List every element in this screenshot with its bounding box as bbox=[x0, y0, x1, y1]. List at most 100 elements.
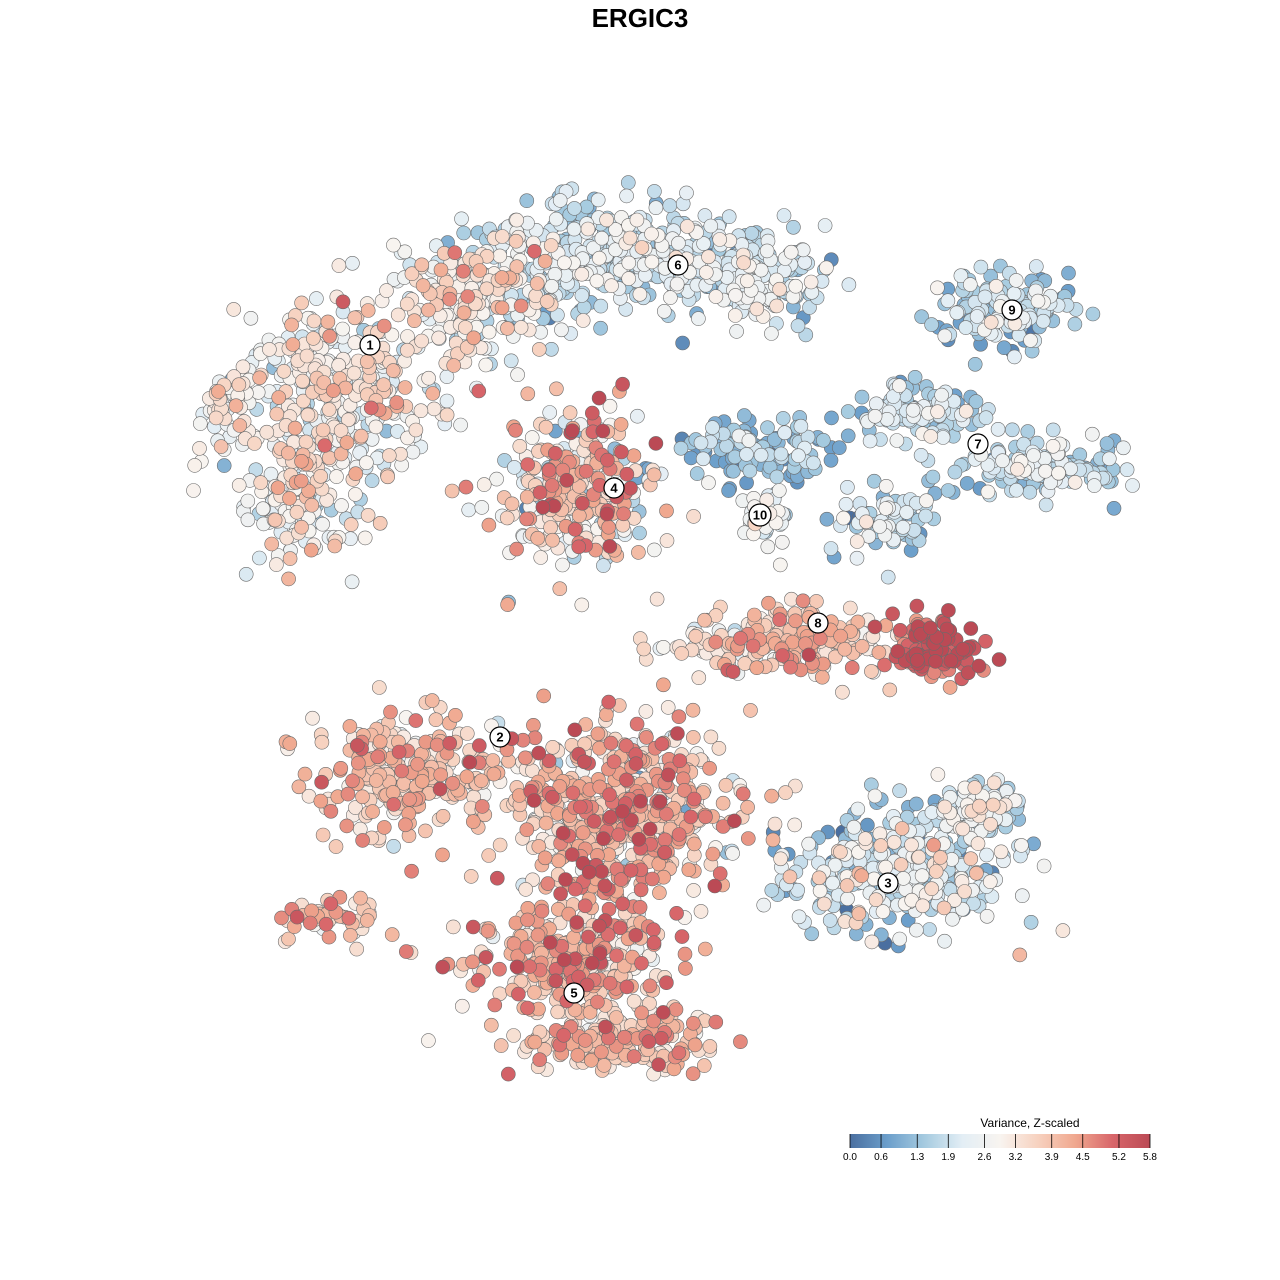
scatter-point bbox=[548, 973, 564, 989]
scatter-point bbox=[508, 233, 524, 249]
scatter-point bbox=[376, 318, 392, 334]
scatter-point bbox=[636, 641, 652, 657]
scatter-point bbox=[773, 851, 788, 867]
scatter-point bbox=[304, 903, 319, 919]
scatter-point bbox=[967, 356, 983, 372]
scatter-point bbox=[871, 645, 887, 660]
scatter-point bbox=[478, 357, 494, 373]
scatter-point bbox=[943, 653, 959, 669]
scatter-point bbox=[343, 928, 358, 943]
scatter-point bbox=[671, 1045, 687, 1061]
scatter-point bbox=[909, 922, 924, 938]
scatter-point bbox=[433, 262, 449, 278]
scatter-point bbox=[455, 263, 471, 279]
scatter-point bbox=[638, 704, 654, 719]
scatter-point bbox=[788, 278, 804, 294]
scatter-point bbox=[339, 818, 355, 834]
scatter-point bbox=[445, 775, 461, 791]
scatter-point bbox=[733, 1034, 748, 1049]
scatter-point bbox=[817, 218, 833, 233]
scatter-point bbox=[315, 827, 331, 843]
scatter-point bbox=[777, 425, 793, 441]
scatter-point bbox=[868, 396, 884, 412]
scatter-point bbox=[915, 898, 931, 914]
scatter-point bbox=[566, 221, 582, 237]
scatter-point bbox=[397, 380, 413, 395]
scatter-point bbox=[385, 363, 401, 378]
scatter-point bbox=[289, 504, 305, 520]
scatter-point bbox=[435, 808, 451, 824]
scatter-point bbox=[825, 875, 840, 891]
scatter-point bbox=[1061, 265, 1076, 281]
scatter-point bbox=[1036, 858, 1052, 874]
scatter-point bbox=[656, 303, 672, 319]
scatter-point bbox=[432, 781, 448, 797]
scatter-point bbox=[819, 511, 835, 527]
scatter-point bbox=[854, 868, 869, 884]
scatter-point bbox=[649, 591, 665, 607]
scatter-point bbox=[947, 464, 963, 480]
scatter-point bbox=[360, 507, 376, 523]
scatter-point bbox=[594, 1044, 609, 1060]
scatter-point bbox=[772, 612, 787, 628]
scatter-point bbox=[1020, 424, 1036, 439]
scatter-point bbox=[270, 480, 286, 496]
scatter-point bbox=[494, 229, 510, 244]
scatter-point bbox=[619, 979, 635, 995]
scatter-point bbox=[216, 458, 232, 473]
scatter-point bbox=[701, 249, 716, 265]
scatter-point bbox=[891, 378, 907, 394]
scatter-point bbox=[481, 324, 497, 340]
scatter-point bbox=[842, 600, 858, 616]
scatter-point bbox=[631, 831, 647, 847]
scatter-point bbox=[633, 882, 649, 898]
scatter-point bbox=[549, 381, 564, 397]
scatter-point bbox=[1045, 438, 1061, 454]
scatter-point bbox=[317, 438, 333, 453]
scatter-point bbox=[381, 448, 397, 463]
scatter-point bbox=[571, 508, 587, 524]
scatter-point bbox=[584, 955, 600, 971]
scatter-point bbox=[357, 530, 373, 546]
scatter-point bbox=[590, 192, 606, 208]
colorbar-tick-label: 0.0 bbox=[843, 1152, 857, 1163]
scatter-point bbox=[253, 475, 269, 490]
scatter-point bbox=[577, 1033, 593, 1048]
scatter-point bbox=[990, 421, 1006, 437]
scatter-point bbox=[646, 542, 662, 558]
scatter-point bbox=[383, 704, 398, 720]
scatter-point bbox=[500, 1066, 516, 1082]
scatter-point bbox=[761, 595, 776, 611]
scatter-point bbox=[1006, 286, 1022, 301]
scatter-point bbox=[644, 871, 660, 887]
scatter-point bbox=[372, 515, 388, 531]
scatter-point bbox=[243, 310, 259, 326]
scatter-point bbox=[970, 836, 986, 851]
scatter-point bbox=[742, 463, 758, 479]
scatter-point bbox=[299, 348, 315, 364]
scatter-point bbox=[836, 510, 851, 526]
scatter-point bbox=[815, 432, 831, 448]
cluster-label-8: 8 bbox=[807, 612, 829, 634]
scatter-point bbox=[819, 260, 834, 276]
scatter-point bbox=[849, 534, 865, 549]
scatter-point bbox=[773, 446, 789, 462]
scatter-point bbox=[535, 499, 551, 515]
scatter-point bbox=[402, 791, 417, 807]
scatter-point bbox=[733, 630, 748, 646]
scatter-point bbox=[644, 254, 660, 270]
scatter-point bbox=[668, 1002, 684, 1017]
scatter-point bbox=[611, 827, 627, 843]
scatter-point bbox=[408, 713, 424, 728]
cluster-label-1: 1 bbox=[359, 334, 381, 356]
scatter-point bbox=[557, 255, 572, 271]
scatter-point bbox=[679, 219, 695, 234]
scatter-point bbox=[1038, 463, 1053, 479]
scatter-point bbox=[538, 419, 554, 435]
scatter-point bbox=[431, 330, 447, 346]
scatter-point bbox=[556, 952, 572, 968]
scatter-point bbox=[669, 276, 685, 292]
scatter-point bbox=[919, 493, 934, 509]
scatter-point bbox=[708, 1014, 724, 1030]
scatter-point bbox=[426, 401, 442, 417]
